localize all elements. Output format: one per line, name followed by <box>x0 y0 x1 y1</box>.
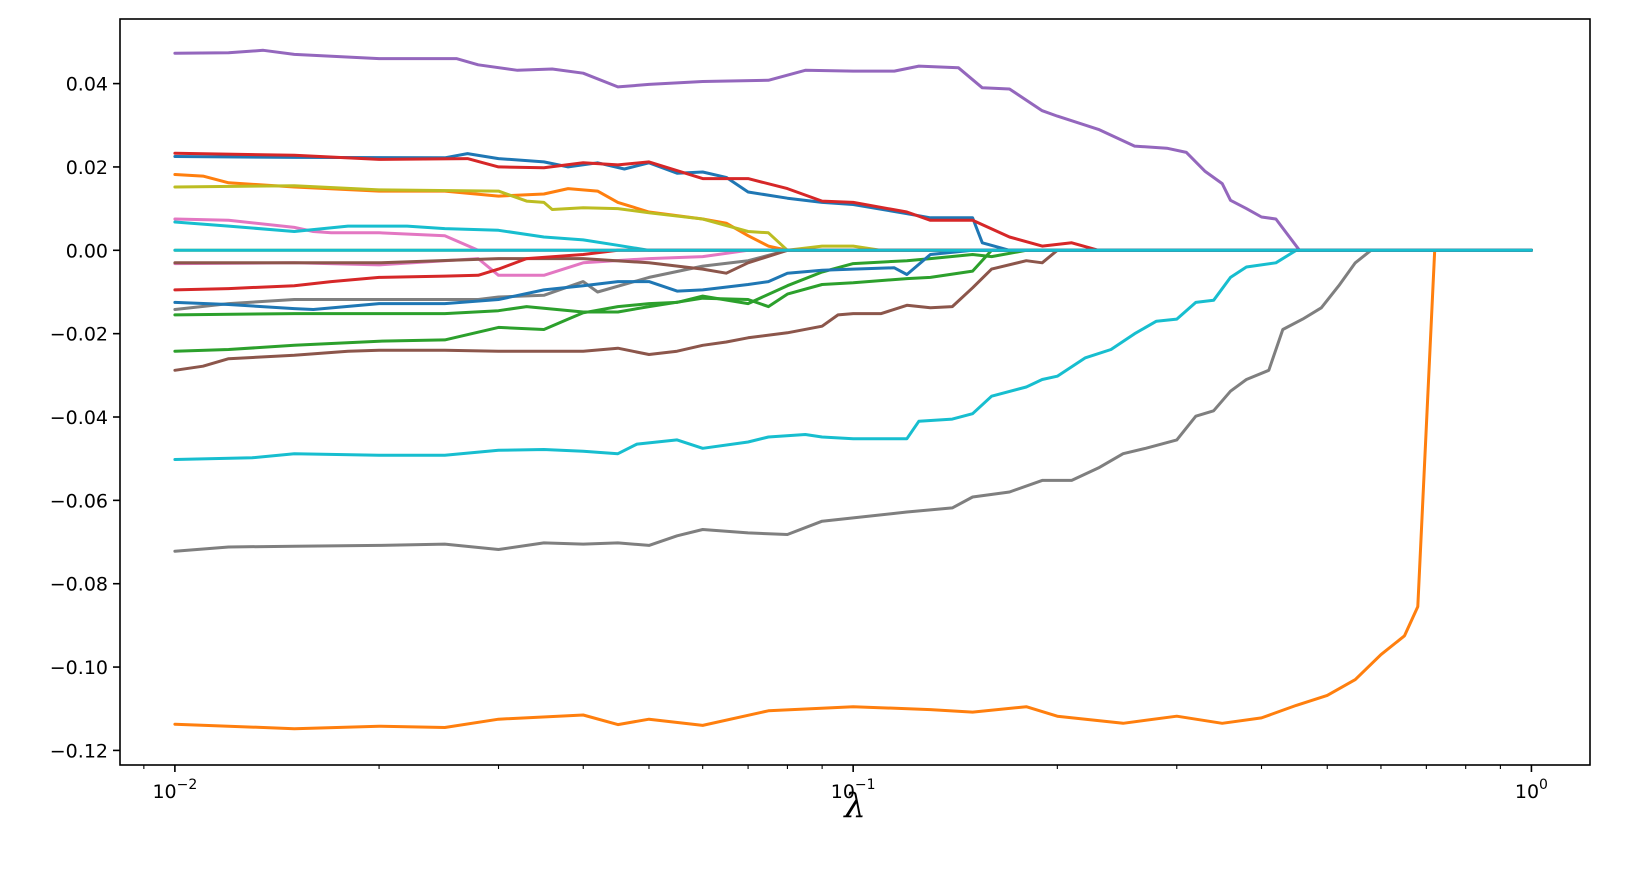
series-line-1 <box>173 48 1533 252</box>
series-layer <box>173 48 1533 731</box>
y-tick-label: −0.06 <box>50 490 108 512</box>
series-line-15 <box>173 248 1533 353</box>
series-line-17 <box>173 248 1533 275</box>
x-tick-label: 10−1 <box>831 777 876 803</box>
y-tick-label: 0.00 <box>66 240 108 262</box>
y-tick-label: −0.04 <box>50 407 108 429</box>
series-line-19 <box>173 248 1533 311</box>
y-tick-label: −0.10 <box>50 657 108 679</box>
x-axis-title: λ <box>842 786 866 826</box>
series-line-8 <box>173 217 1533 252</box>
x-axis: 10−2 10−1 100 <box>143 765 1548 803</box>
y-tick-label: −0.08 <box>50 574 108 596</box>
series-line-4 <box>173 152 1533 252</box>
series-line-11 <box>173 248 1533 461</box>
series-line-5 <box>173 151 1533 252</box>
y-tick-label: 0.04 <box>66 74 108 96</box>
y-tick-label: 0.02 <box>66 157 108 179</box>
x-tick-label: 10−2 <box>152 777 197 803</box>
series-line-12 <box>173 248 1533 553</box>
y-tick-label: −0.02 <box>50 324 108 346</box>
series-line-6 <box>173 184 1533 252</box>
series-line-10 <box>173 220 1533 252</box>
series-line-18 <box>173 248 1533 292</box>
plot-frame <box>119 18 1591 766</box>
y-axis: 0.04 0.02 0.00 −0.02 −0.04 −0.06 −0.08 −0.10 −0.… <box>50 74 120 762</box>
x-tick-label: 100 <box>1515 777 1548 803</box>
series-line-2 <box>173 248 1533 731</box>
y-tick-label: −0.12 <box>50 740 108 762</box>
series-line-16 <box>173 248 1533 372</box>
